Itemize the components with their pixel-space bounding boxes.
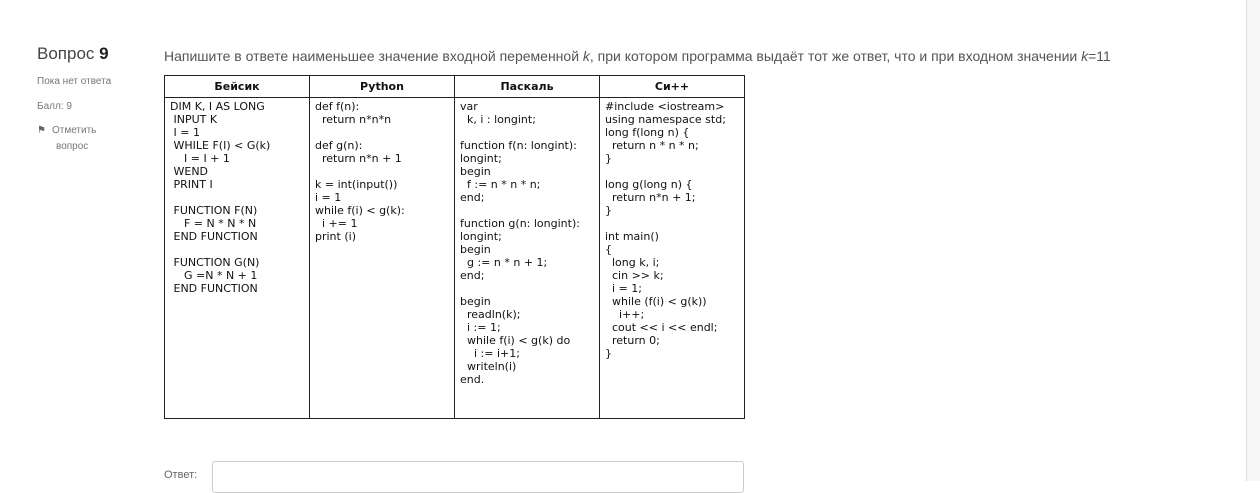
flag-question-button[interactable]: ⚑ Отметить вопрос [37, 125, 96, 158]
header-cpp: Си++ [599, 75, 745, 98]
question-text: Напишите в ответе наименьшее значение вх… [164, 48, 1111, 64]
flag-icon: ⚑ [37, 125, 46, 136]
text-part: =11 [1088, 48, 1111, 64]
var-k: k [1081, 48, 1089, 64]
text-part: Напишите в ответе наименьшее значение вх… [164, 48, 583, 64]
header-python: Python [309, 75, 455, 98]
text-part: , при котором программа выдаёт тот же от… [589, 48, 1082, 64]
flag-label: Отметить [51, 125, 97, 136]
answer-label: Ответ: [164, 469, 198, 481]
score: Балл: 9 [37, 101, 72, 112]
code-cpp: #include <iostream> using namespace std;… [599, 97, 745, 419]
code-basic: DIM K, I AS LONG INPUT K I = 1 WHILE F(I… [164, 97, 310, 419]
answer-input[interactable] [212, 461, 744, 493]
code-table: Бейсик Python Паскаль Си++ DIM K, I AS LONG… [164, 75, 745, 419]
code-python: def f(n): return n*n*n def g(n): return … [309, 97, 455, 419]
code-pascal: var k, i : longint; function f(n: longin… [454, 97, 600, 419]
question-label: Вопрос [37, 44, 95, 63]
var-k: k [582, 48, 590, 64]
flag-label-2: вопрос [56, 141, 89, 152]
question-title: Вопрос 9 [37, 44, 109, 64]
header-pascal: Паскаль [454, 75, 600, 98]
question-number: 9 [99, 44, 109, 63]
answer-status: Пока нет ответа [37, 76, 112, 87]
header-basic: Бейсик [164, 75, 310, 98]
side-panel [1246, 0, 1260, 481]
